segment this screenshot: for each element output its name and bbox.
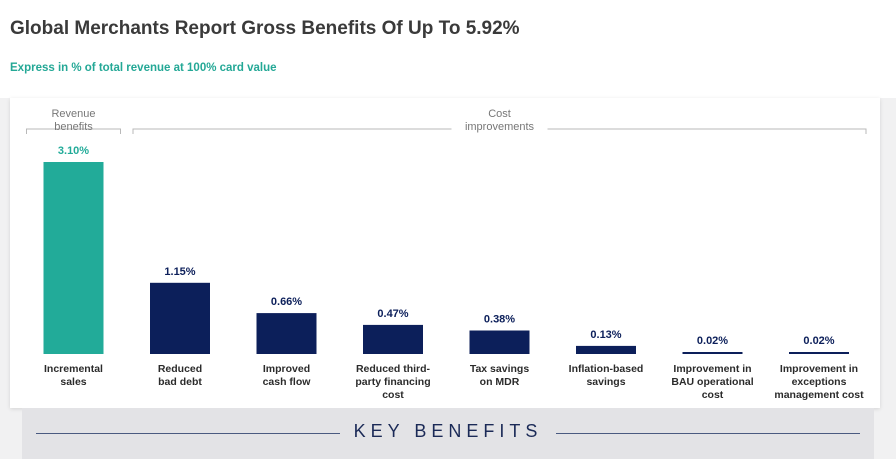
- bar-4: [363, 324, 423, 354]
- bar-5: [469, 330, 530, 354]
- key-benefits-label: KEY BENEFITS: [22, 421, 874, 442]
- data-label-1: 3.10%: [58, 145, 89, 157]
- data-label-7: 0.02%: [697, 335, 728, 347]
- data-label-2: 1.15%: [164, 266, 195, 278]
- group-bracket-1: [26, 128, 121, 134]
- header-panel: Global Merchants Report Gross Benefits O…: [0, 0, 896, 98]
- bar-7: [682, 352, 743, 354]
- group-label-2: Cost improvements: [465, 108, 535, 133]
- bar-8: [789, 352, 849, 354]
- bar-3: [256, 313, 317, 354]
- group-bracket-2: [132, 128, 867, 134]
- group-label-1: Revenue benefits: [51, 108, 95, 133]
- bar-2: [150, 282, 210, 354]
- category-label-7: Improvement in BAU operational cost: [671, 363, 753, 401]
- data-label-8: 0.02%: [803, 335, 834, 347]
- category-label-2: Reduced bad debt: [158, 363, 203, 388]
- data-label-5: 0.38%: [484, 314, 515, 326]
- page-title: Global Merchants Report Gross Benefits O…: [10, 18, 520, 39]
- page-subtitle: Express in % of total revenue at 100% ca…: [10, 62, 277, 74]
- category-label-1: Incremental sales: [44, 363, 103, 388]
- data-label-6: 0.13%: [590, 329, 621, 341]
- bar-chart: 3.10% Incremental sales 1.15% Reduced bad deb…: [26, 108, 867, 401]
- category-label-5: Tax savings on MDR: [470, 363, 529, 388]
- category-label-4: Reduced third-party financing cost: [355, 363, 430, 401]
- bar-6: [576, 345, 636, 354]
- chart-card: 3.10% Incremental sales 1.15% Reduced bad deb…: [10, 98, 880, 408]
- category-label-6: Inflation-based savings: [569, 363, 644, 388]
- data-label-3: 0.66%: [271, 296, 302, 308]
- bar-1: [43, 162, 104, 354]
- data-label-4: 0.47%: [377, 308, 408, 320]
- key-benefits-banner: KEY BENEFITS: [22, 408, 874, 459]
- category-label-3: Improved cash flow: [263, 363, 312, 388]
- category-label-8: Improvement in exceptions management cost: [774, 363, 864, 401]
